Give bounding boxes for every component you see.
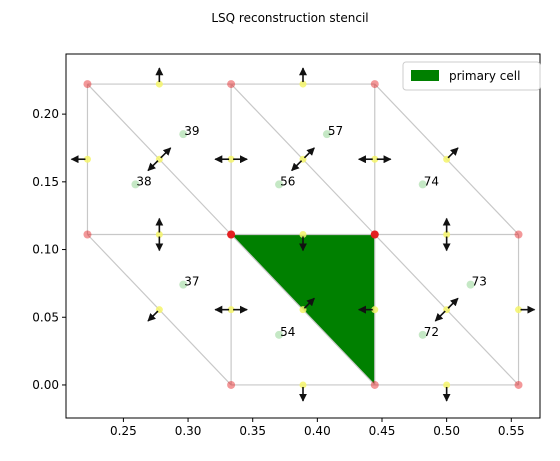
cell-label: 74 <box>424 174 439 188</box>
cell-label: 57 <box>328 124 343 138</box>
face-midpoint <box>371 155 379 163</box>
face-midpoint <box>227 155 235 163</box>
face-normal-arrow <box>434 310 446 322</box>
mesh-vertex <box>370 380 379 389</box>
stencil-vertex <box>370 230 379 239</box>
y-tick-label: 0.05 <box>32 310 59 324</box>
face-midpoint <box>515 306 523 314</box>
face-midpoint <box>299 381 307 389</box>
x-tick-label: 0.30 <box>175 424 202 438</box>
mesh-vertex <box>514 230 523 239</box>
cell-label: 38 <box>136 174 151 188</box>
face-midpoint <box>299 231 307 239</box>
cell-label: 39 <box>184 124 199 138</box>
x-tick-label: 0.55 <box>498 424 525 438</box>
cell-label: 56 <box>280 174 295 188</box>
stencil-vertex <box>227 230 236 239</box>
face-midpoint <box>371 306 379 314</box>
y-tick-label: 0.20 <box>32 107 59 121</box>
cell-centroid <box>418 180 427 189</box>
chart-title: LSQ reconstruction stencil <box>211 11 368 25</box>
face-normal-arrow <box>147 160 159 172</box>
x-tick-label: 0.50 <box>433 424 460 438</box>
cell-centroid <box>322 130 331 139</box>
cell-centroid <box>418 330 427 339</box>
x-tick-label: 0.25 <box>110 424 137 438</box>
mesh-vertex <box>514 380 523 389</box>
x-tick-label: 0.45 <box>369 424 396 438</box>
face-normal-arrow <box>447 147 459 159</box>
mesh-vertex <box>83 80 92 89</box>
mesh-vertex <box>83 230 92 239</box>
cell-centroid <box>466 280 475 289</box>
mesh-vertex <box>227 380 236 389</box>
face-midpoint <box>155 231 163 239</box>
cell-centroid <box>179 280 188 289</box>
cell-centroid <box>275 330 284 339</box>
cell-centroid <box>275 180 284 189</box>
mesh-vertex <box>370 80 379 89</box>
mesh-vertex <box>227 80 236 89</box>
cell-centroid <box>179 130 188 139</box>
legend-label-primary-cell: primary cell <box>449 69 520 83</box>
x-tick-label: 0.35 <box>239 424 266 438</box>
y-tick-label: 0.15 <box>32 175 59 189</box>
cell-label: 37 <box>184 275 199 289</box>
face-normal-arrow <box>160 147 172 159</box>
x-tick-label: 0.40 <box>304 424 331 438</box>
face-midpoint <box>227 306 235 314</box>
face-midpoint <box>443 231 451 239</box>
y-tick-label: 0.00 <box>32 378 59 392</box>
legend-box <box>402 61 541 91</box>
face-midpoint <box>443 381 451 389</box>
face-normal-arrow <box>303 147 315 159</box>
face-normal-arrow <box>291 160 303 172</box>
legend: primary cell <box>402 61 541 91</box>
cell-label: 72 <box>424 325 439 339</box>
face-midpoint <box>155 80 163 88</box>
face-midpoint <box>299 80 307 88</box>
face-midpoint <box>83 155 91 163</box>
y-tick-label: 0.10 <box>32 243 59 257</box>
axes-frame <box>65 53 541 419</box>
face-normal-arrow <box>447 297 459 309</box>
cell-label: 54 <box>280 325 295 339</box>
plot-area: 39 38 57 56 74 37 54 73 72 0.25 0.30 0.35 0.40 0.45 0.… <box>32 53 541 438</box>
face-normal-arrow <box>147 310 159 322</box>
face-normal-arrow <box>303 297 315 309</box>
cell-label: 73 <box>472 275 487 289</box>
legend-swatch-primary-cell <box>411 70 439 81</box>
cell-centroid <box>131 180 140 189</box>
